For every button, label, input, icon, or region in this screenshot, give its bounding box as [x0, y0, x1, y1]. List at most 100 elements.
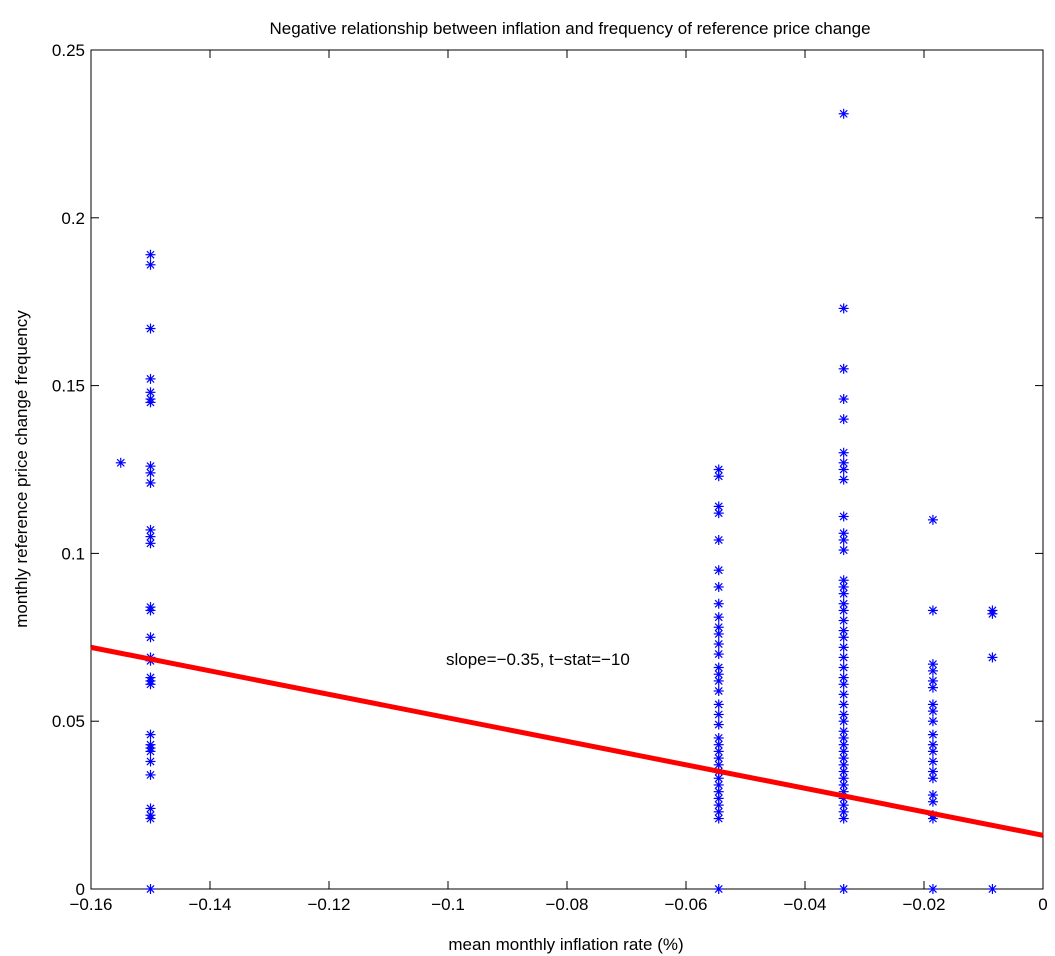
- data-point: [927, 766, 938, 777]
- plot-area-frame: [90, 49, 1044, 890]
- data-point: [145, 813, 156, 824]
- data-point: [713, 759, 724, 770]
- x-axis-label: mean monthly inflation rate (%): [448, 935, 683, 954]
- data-point: [145, 531, 156, 542]
- x-tick-label: −0.16: [69, 895, 112, 914]
- data-point: [145, 605, 156, 616]
- y-tick-label: 0: [76, 880, 85, 899]
- data-point: [838, 662, 849, 673]
- data-point: [838, 884, 849, 894]
- data-point: [927, 729, 938, 740]
- data-point: [838, 464, 849, 475]
- data-point: [145, 746, 156, 757]
- data-point: [927, 699, 938, 710]
- data-point: [145, 259, 156, 270]
- x-tick-label: −0.08: [545, 895, 588, 914]
- regression-line: [90, 644, 1044, 838]
- x-tick-label: −0.06: [664, 895, 707, 914]
- fit-line-group: [90, 644, 1044, 838]
- data-points: [115, 108, 998, 894]
- data-point: [713, 685, 724, 696]
- data-point: [713, 639, 724, 650]
- data-point: [145, 538, 156, 549]
- data-point: [713, 534, 724, 545]
- x-tick-label: −0.12: [307, 895, 350, 914]
- data-point: [838, 457, 849, 468]
- data-point: [927, 514, 938, 525]
- data-point: [927, 605, 938, 616]
- data-point: [713, 739, 724, 750]
- data-point: [987, 608, 998, 619]
- data-point: [713, 581, 724, 592]
- data-point: [838, 303, 849, 314]
- data-point: [145, 679, 156, 690]
- y-axis-label: monthly reference price change frequency: [12, 310, 31, 628]
- data-point: [927, 884, 938, 894]
- data-point: [838, 679, 849, 690]
- data-point: [713, 675, 724, 686]
- data-point: [838, 511, 849, 522]
- data-point: [145, 477, 156, 488]
- data-point: [838, 474, 849, 485]
- y-tick-label: 0.2: [61, 209, 85, 228]
- y-tick-label: 0.1: [61, 544, 85, 563]
- data-point: [713, 501, 724, 512]
- data-point: [145, 249, 156, 260]
- data-point: [838, 575, 849, 586]
- data-point: [713, 806, 724, 817]
- data-point: [838, 813, 849, 824]
- data-point: [927, 682, 938, 693]
- data-point: [145, 884, 156, 894]
- data-point: [927, 773, 938, 784]
- data-point: [838, 753, 849, 764]
- data-point: [927, 746, 938, 757]
- data-point: [838, 699, 849, 710]
- data-point: [838, 447, 849, 458]
- data-point: [713, 773, 724, 784]
- data-point: [927, 665, 938, 676]
- data-point: [145, 373, 156, 384]
- x-tick-label: −0.04: [783, 895, 826, 914]
- x-tick-label: 0: [1038, 895, 1047, 914]
- data-point: [838, 652, 849, 663]
- data-point: [713, 813, 724, 824]
- data-point: [145, 756, 156, 767]
- data-point: [838, 806, 849, 817]
- x-tick-label: −0.14: [188, 895, 231, 914]
- data-point: [713, 598, 724, 609]
- data-point: [713, 471, 724, 482]
- data-point: [145, 467, 156, 478]
- data-point: [838, 709, 849, 720]
- data-point: [927, 756, 938, 767]
- data-point: [145, 524, 156, 535]
- data-point: [145, 323, 156, 334]
- data-point: [838, 716, 849, 727]
- data-point: [838, 414, 849, 425]
- data-point: [838, 642, 849, 653]
- y-tick-label: 0.05: [52, 712, 85, 731]
- data-point: [115, 457, 126, 468]
- data-point: [145, 803, 156, 814]
- chart-title: Negative relationship between inflation …: [269, 19, 870, 38]
- data-point: [838, 632, 849, 643]
- data-point: [713, 508, 724, 519]
- x-tick-label: −0.02: [902, 895, 945, 914]
- data-point: [713, 669, 724, 680]
- y-tick-label: 0.15: [52, 377, 85, 396]
- data-point: [838, 588, 849, 599]
- data-point: [145, 729, 156, 740]
- data-point: [145, 769, 156, 780]
- data-point: [713, 612, 724, 623]
- data-point: [713, 709, 724, 720]
- data-point: [838, 108, 849, 119]
- data-point: [987, 652, 998, 663]
- data-point: [838, 732, 849, 743]
- data-point: [713, 884, 724, 894]
- data-point: [145, 397, 156, 408]
- data-point: [713, 699, 724, 710]
- data-point: [713, 719, 724, 730]
- slope-annotation: slope=−0.35, t−stat=−10: [446, 650, 630, 669]
- axis-ticks: −0.16 −0.14 −0.12 −0.1 −0.08 −0.06 −0.04 −0.02 0…: [52, 41, 1048, 914]
- data-point: [838, 615, 849, 626]
